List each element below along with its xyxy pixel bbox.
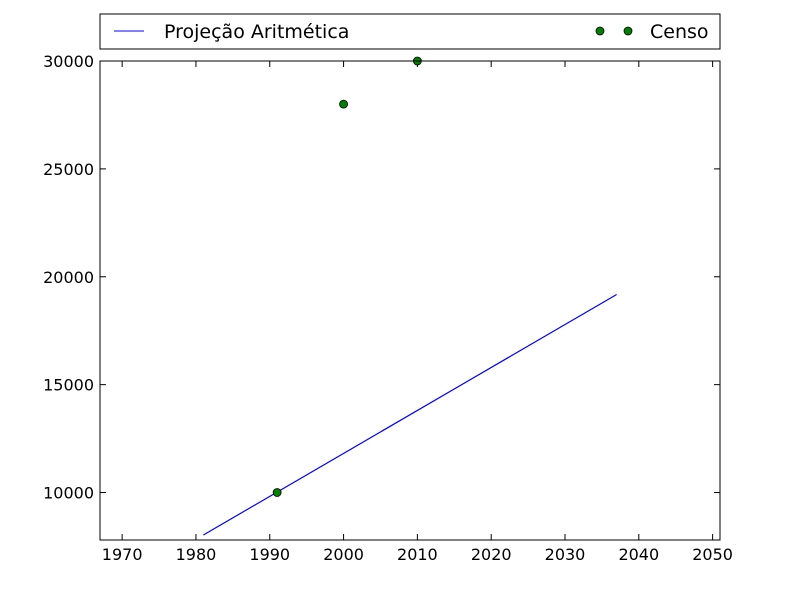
legend: Projeção Aritmética Censo <box>99 13 721 50</box>
plot-frame <box>99 60 721 541</box>
x-tick-label: 2010 <box>397 545 438 564</box>
y-tick-label: 20000 <box>43 268 94 287</box>
legend-frame <box>99 13 721 50</box>
y-tick-label: 30000 <box>43 52 94 71</box>
legend-label-censo: Censo <box>650 21 709 43</box>
y-axis-ticks: 10000 15000 20000 25000 30000 <box>43 52 720 503</box>
y-tick-label: 10000 <box>43 484 94 503</box>
data-point-censo <box>272 488 282 497</box>
legend-marker-censo <box>623 26 633 36</box>
y-tick-label: 15000 <box>43 376 94 395</box>
x-tick-label: 2000 <box>323 545 364 564</box>
legend-label-projecao: Projeção Aritmética <box>164 21 349 43</box>
x-axis-ticks: 1970 1980 1990 2000 2010 2020 2030 2040 2050 <box>102 61 733 564</box>
x-tick-label: 2050 <box>692 545 733 564</box>
x-tick-label: 2030 <box>545 545 586 564</box>
data-point-censo <box>339 99 348 109</box>
series-line-projecao <box>203 293 617 536</box>
plot-points <box>272 56 422 497</box>
x-tick-label: 1990 <box>249 545 290 564</box>
plot-marks <box>203 293 617 536</box>
x-tick-label: 1970 <box>102 545 143 564</box>
legend-marker-censo <box>595 26 605 36</box>
x-tick-label: 2020 <box>471 545 512 564</box>
x-tick-label: 1980 <box>176 545 217 564</box>
y-tick-label: 25000 <box>43 160 94 179</box>
x-tick-label: 2040 <box>618 545 659 564</box>
